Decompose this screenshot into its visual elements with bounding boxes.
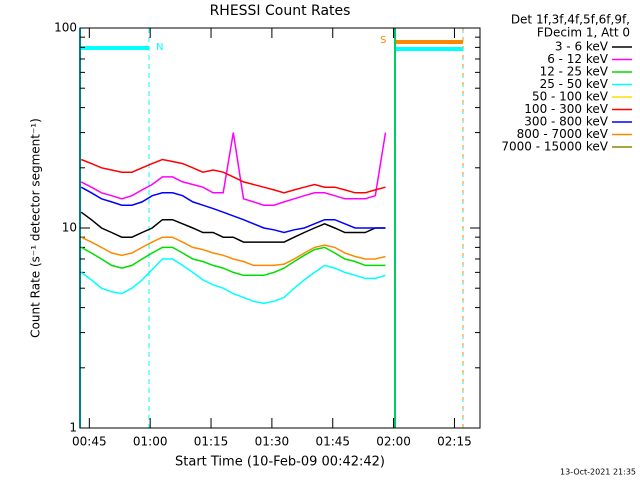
x-tick-label: 02:15: [437, 435, 472, 449]
legend-title: FDecim 1, Att 0: [537, 26, 630, 40]
series-line: [80, 158, 386, 194]
series-line: [80, 211, 386, 243]
legend-label: 300 - 800 keV: [524, 115, 608, 129]
x-tick-label: 00:45: [72, 435, 107, 449]
chart-title: RHESSI Count Rates: [210, 3, 351, 19]
legend-title: Det 1f,3f,4f,5f,6f,9f,: [511, 13, 630, 27]
x-tick-label: 01:00: [133, 435, 168, 449]
annotation: N: [156, 42, 163, 53]
y-tick-label: 10: [62, 221, 77, 235]
y-tick-label: 100: [54, 21, 77, 35]
y-tick-label: 1: [69, 421, 77, 435]
y-axis-label: Count Rate (s⁻¹ detector segment⁻¹): [29, 118, 43, 338]
x-tick-label: 02:00: [376, 435, 411, 449]
series-line: [80, 258, 386, 305]
legend-label: 100 - 300 keV: [524, 102, 608, 116]
legend-label: 12 - 25 keV: [540, 65, 609, 79]
x-tick-label: 01:45: [315, 435, 350, 449]
legend-label: 7000 - 15000 keV: [501, 140, 608, 154]
legend-label: 800 - 7000 keV: [517, 127, 609, 141]
legend-label: 25 - 50 keV: [540, 77, 609, 91]
annotation: S: [380, 35, 386, 46]
series-line: [80, 186, 386, 234]
x-axis-label: Start Time (10-Feb-09 00:42:42): [175, 455, 385, 470]
series-line: [80, 132, 387, 206]
legend-label: 3 - 6 keV: [555, 40, 609, 54]
x-tick-label: 01:15: [194, 435, 229, 449]
x-tick-label: 01:30: [255, 435, 290, 449]
series-line: [80, 236, 386, 267]
legend-label: 6 - 12 keV: [547, 52, 609, 66]
footer: 13-Oct-2021 21:35: [560, 468, 636, 477]
legend-label: 50 - 100 keV: [532, 90, 609, 104]
series-line: [80, 246, 386, 277]
